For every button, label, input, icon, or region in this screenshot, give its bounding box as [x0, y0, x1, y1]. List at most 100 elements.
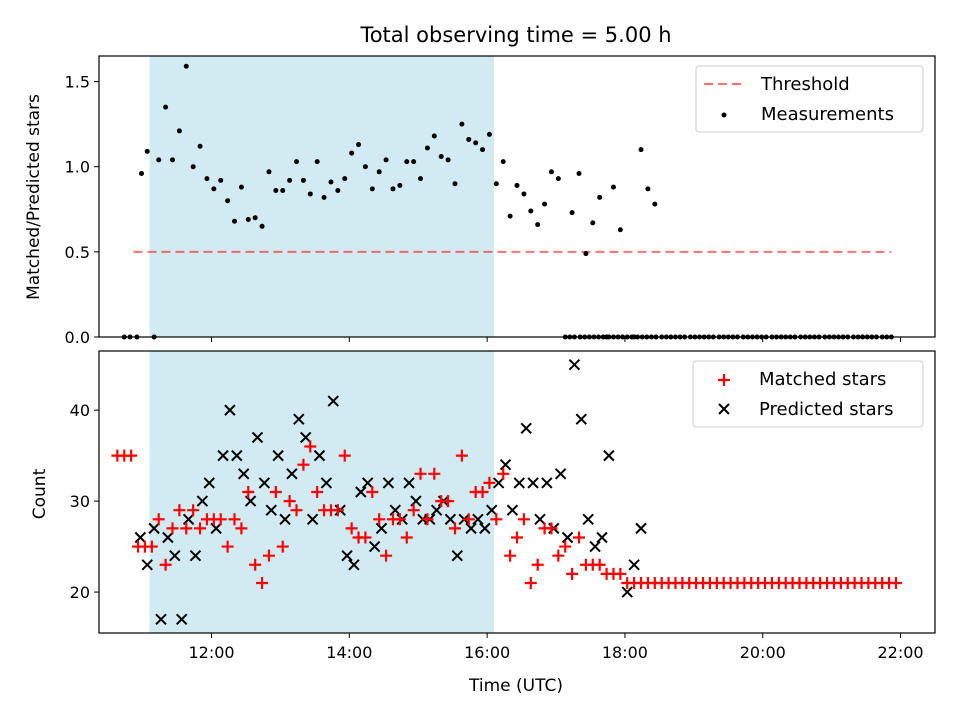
legend-predicted-label: Predicted stars — [759, 399, 893, 420]
predicted-star-marker — [148, 522, 160, 535]
legend-matched-swatch — [718, 374, 730, 386]
predicted-star-marker — [403, 477, 415, 489]
predicted-star-marker — [554, 468, 567, 480]
predicted-star-marker — [534, 513, 546, 525]
measurement-point — [535, 222, 541, 228]
predicted-star-marker — [320, 477, 333, 489]
measurement-point — [555, 176, 561, 182]
predicted-star-marker — [224, 404, 236, 416]
chart-title: Total observing time = 5.00 h — [359, 23, 671, 47]
matched-star-marker — [593, 558, 606, 571]
matched-star-marker — [242, 486, 255, 498]
measurement-point — [528, 208, 534, 214]
matched-star-marker — [256, 576, 269, 589]
predicted-star-marker — [286, 468, 298, 480]
xtick-label: 18:00 — [602, 643, 648, 662]
matched-stars-layer — [111, 440, 902, 589]
measurement-point — [218, 177, 224, 183]
legend-measurements-swatch — [721, 112, 727, 118]
measurement-point — [542, 201, 548, 207]
predicted-star-marker — [582, 513, 594, 525]
xtick-label: 16:00 — [464, 643, 510, 662]
measurement-point — [597, 194, 603, 200]
predicted-star-marker — [506, 504, 519, 516]
measurement-point — [576, 171, 582, 177]
predicted-star-marker — [561, 531, 574, 544]
predicted-star-marker — [169, 549, 181, 562]
measurement-point — [362, 164, 368, 170]
matched-star-marker — [304, 440, 317, 453]
matched-star-marker — [180, 522, 193, 535]
predicted-star-marker — [299, 431, 312, 444]
measurement-point — [163, 104, 169, 110]
predicted-star-marker — [203, 477, 215, 489]
measurement-point — [169, 157, 175, 163]
matched-star-marker — [373, 513, 386, 526]
measurement-point — [144, 148, 150, 154]
measurement-point — [645, 186, 651, 192]
top-legend: Threshold Measurements — [695, 65, 924, 133]
predicted-star-marker — [575, 413, 588, 425]
matched-star-marker — [497, 467, 510, 480]
predicted-star-marker — [479, 522, 491, 535]
predicted-star-marker — [472, 513, 484, 525]
bottom-axes-frame — [98, 350, 936, 634]
measurement-point — [493, 181, 499, 187]
predicted-star-marker — [341, 549, 353, 562]
predicted-star-marker — [603, 449, 615, 462]
matched-star-marker — [366, 486, 379, 498]
matched-star-marker — [483, 476, 496, 489]
predicted-star-marker — [596, 531, 608, 544]
measurement-point — [521, 191, 527, 197]
measurement-point — [548, 169, 554, 175]
measurement-point — [369, 186, 375, 192]
matched-star-marker — [338, 449, 351, 462]
measurement-point — [252, 215, 258, 221]
predicted-star-marker — [348, 559, 360, 571]
predicted-star-marker — [327, 395, 339, 407]
predicted-star-marker — [155, 613, 167, 626]
measurement-point — [183, 63, 189, 69]
measurement-point — [342, 176, 348, 182]
predicted-star-marker — [141, 559, 153, 571]
measurement-point — [590, 220, 596, 226]
matched-star-marker — [125, 449, 138, 462]
measurement-point — [176, 128, 182, 134]
predicted-star-marker — [265, 504, 277, 516]
legend-threshold-label: Threshold — [760, 74, 850, 95]
measurement-point — [321, 194, 327, 200]
matched-star-marker — [159, 558, 172, 571]
measurement-point — [390, 186, 396, 192]
measurement-point — [610, 184, 616, 190]
matched-star-marker — [187, 504, 200, 517]
measurement-point — [431, 133, 437, 139]
predicted-star-marker — [628, 559, 640, 571]
measurement-point — [418, 176, 424, 182]
measurement-point — [190, 164, 196, 170]
matched-star-marker — [407, 504, 420, 517]
top-y-axis-label: Matched/Predicted stars — [24, 94, 44, 300]
matched-star-marker — [194, 522, 207, 535]
bottom-legend-box — [692, 360, 924, 428]
matched-star-marker — [276, 540, 289, 553]
top-y-axis: 0.0 0.5 1.0 1.5 — [65, 73, 99, 347]
predicted-star-marker — [162, 531, 174, 544]
predicted-star-marker — [486, 504, 498, 516]
measurement-point — [459, 121, 465, 127]
measurement-point — [424, 145, 430, 151]
matched-star-marker — [889, 576, 902, 589]
matched-star-marker — [228, 513, 241, 526]
predicted-star-marker — [175, 613, 188, 626]
measurement-point — [294, 159, 300, 165]
predicted-star-marker — [444, 513, 457, 525]
x-axis-label: Time (UTC) — [468, 676, 563, 696]
matched-star-marker — [524, 576, 537, 589]
predicted-star-marker — [513, 477, 526, 489]
matched-star-marker — [566, 567, 579, 580]
bottom-ytick-label: 30 — [70, 492, 90, 511]
measurement-point — [452, 181, 458, 187]
predicted-star-marker — [251, 431, 264, 444]
predicted-star-marker — [368, 540, 381, 553]
matched-star-marker — [221, 540, 234, 553]
measurement-point — [211, 186, 217, 192]
